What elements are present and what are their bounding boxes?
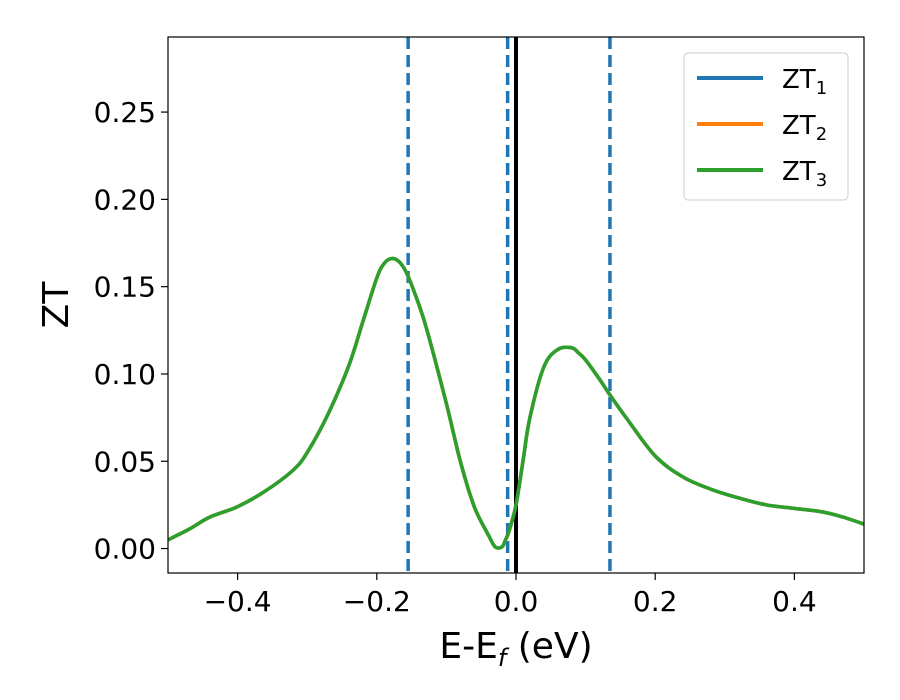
x-tick-label: 0.4: [772, 585, 817, 618]
legend: ZT1 ZT2 ZT3: [683, 52, 849, 201]
legend-box: [683, 52, 849, 201]
legend-label-zt3: ZT3: [782, 157, 827, 191]
legend-label-zt1-sub: 1: [816, 78, 827, 99]
x-axis-title-unit: (eV): [506, 626, 592, 667]
series-line-zt3: [168, 256, 864, 550]
y-axis-title: ZT: [36, 281, 77, 329]
y-tick-label: 0.10: [94, 358, 156, 391]
y-tick-label: 0.25: [94, 96, 156, 129]
legend-label-zt3-main: ZT: [782, 157, 816, 187]
legend-label-zt2-sub: 2: [816, 124, 827, 145]
y-tick-label: 0.00: [94, 533, 156, 566]
plot-frame: [167, 36, 865, 574]
x-tick-label: 0.2: [633, 585, 678, 618]
x-axis-title: E-Ef (eV): [439, 626, 592, 672]
x-tick-label: 0.0: [494, 585, 539, 618]
y-tick-label: 0.05: [94, 445, 156, 478]
legend-label-zt1-main: ZT: [782, 65, 816, 95]
x-tick-label: −0.4: [204, 585, 272, 618]
legend-label-zt2-main: ZT: [782, 111, 816, 141]
legend-label-zt2: ZT2: [782, 111, 827, 145]
y-tick-label: 0.15: [94, 271, 156, 304]
x-axis-title-main: E-E: [439, 626, 497, 667]
x-tick-label: −0.2: [343, 585, 411, 618]
y-tick-label: 0.20: [94, 183, 156, 216]
legend-label-zt3-sub: 3: [816, 170, 827, 191]
legend-label-zt1: ZT1: [782, 65, 827, 99]
